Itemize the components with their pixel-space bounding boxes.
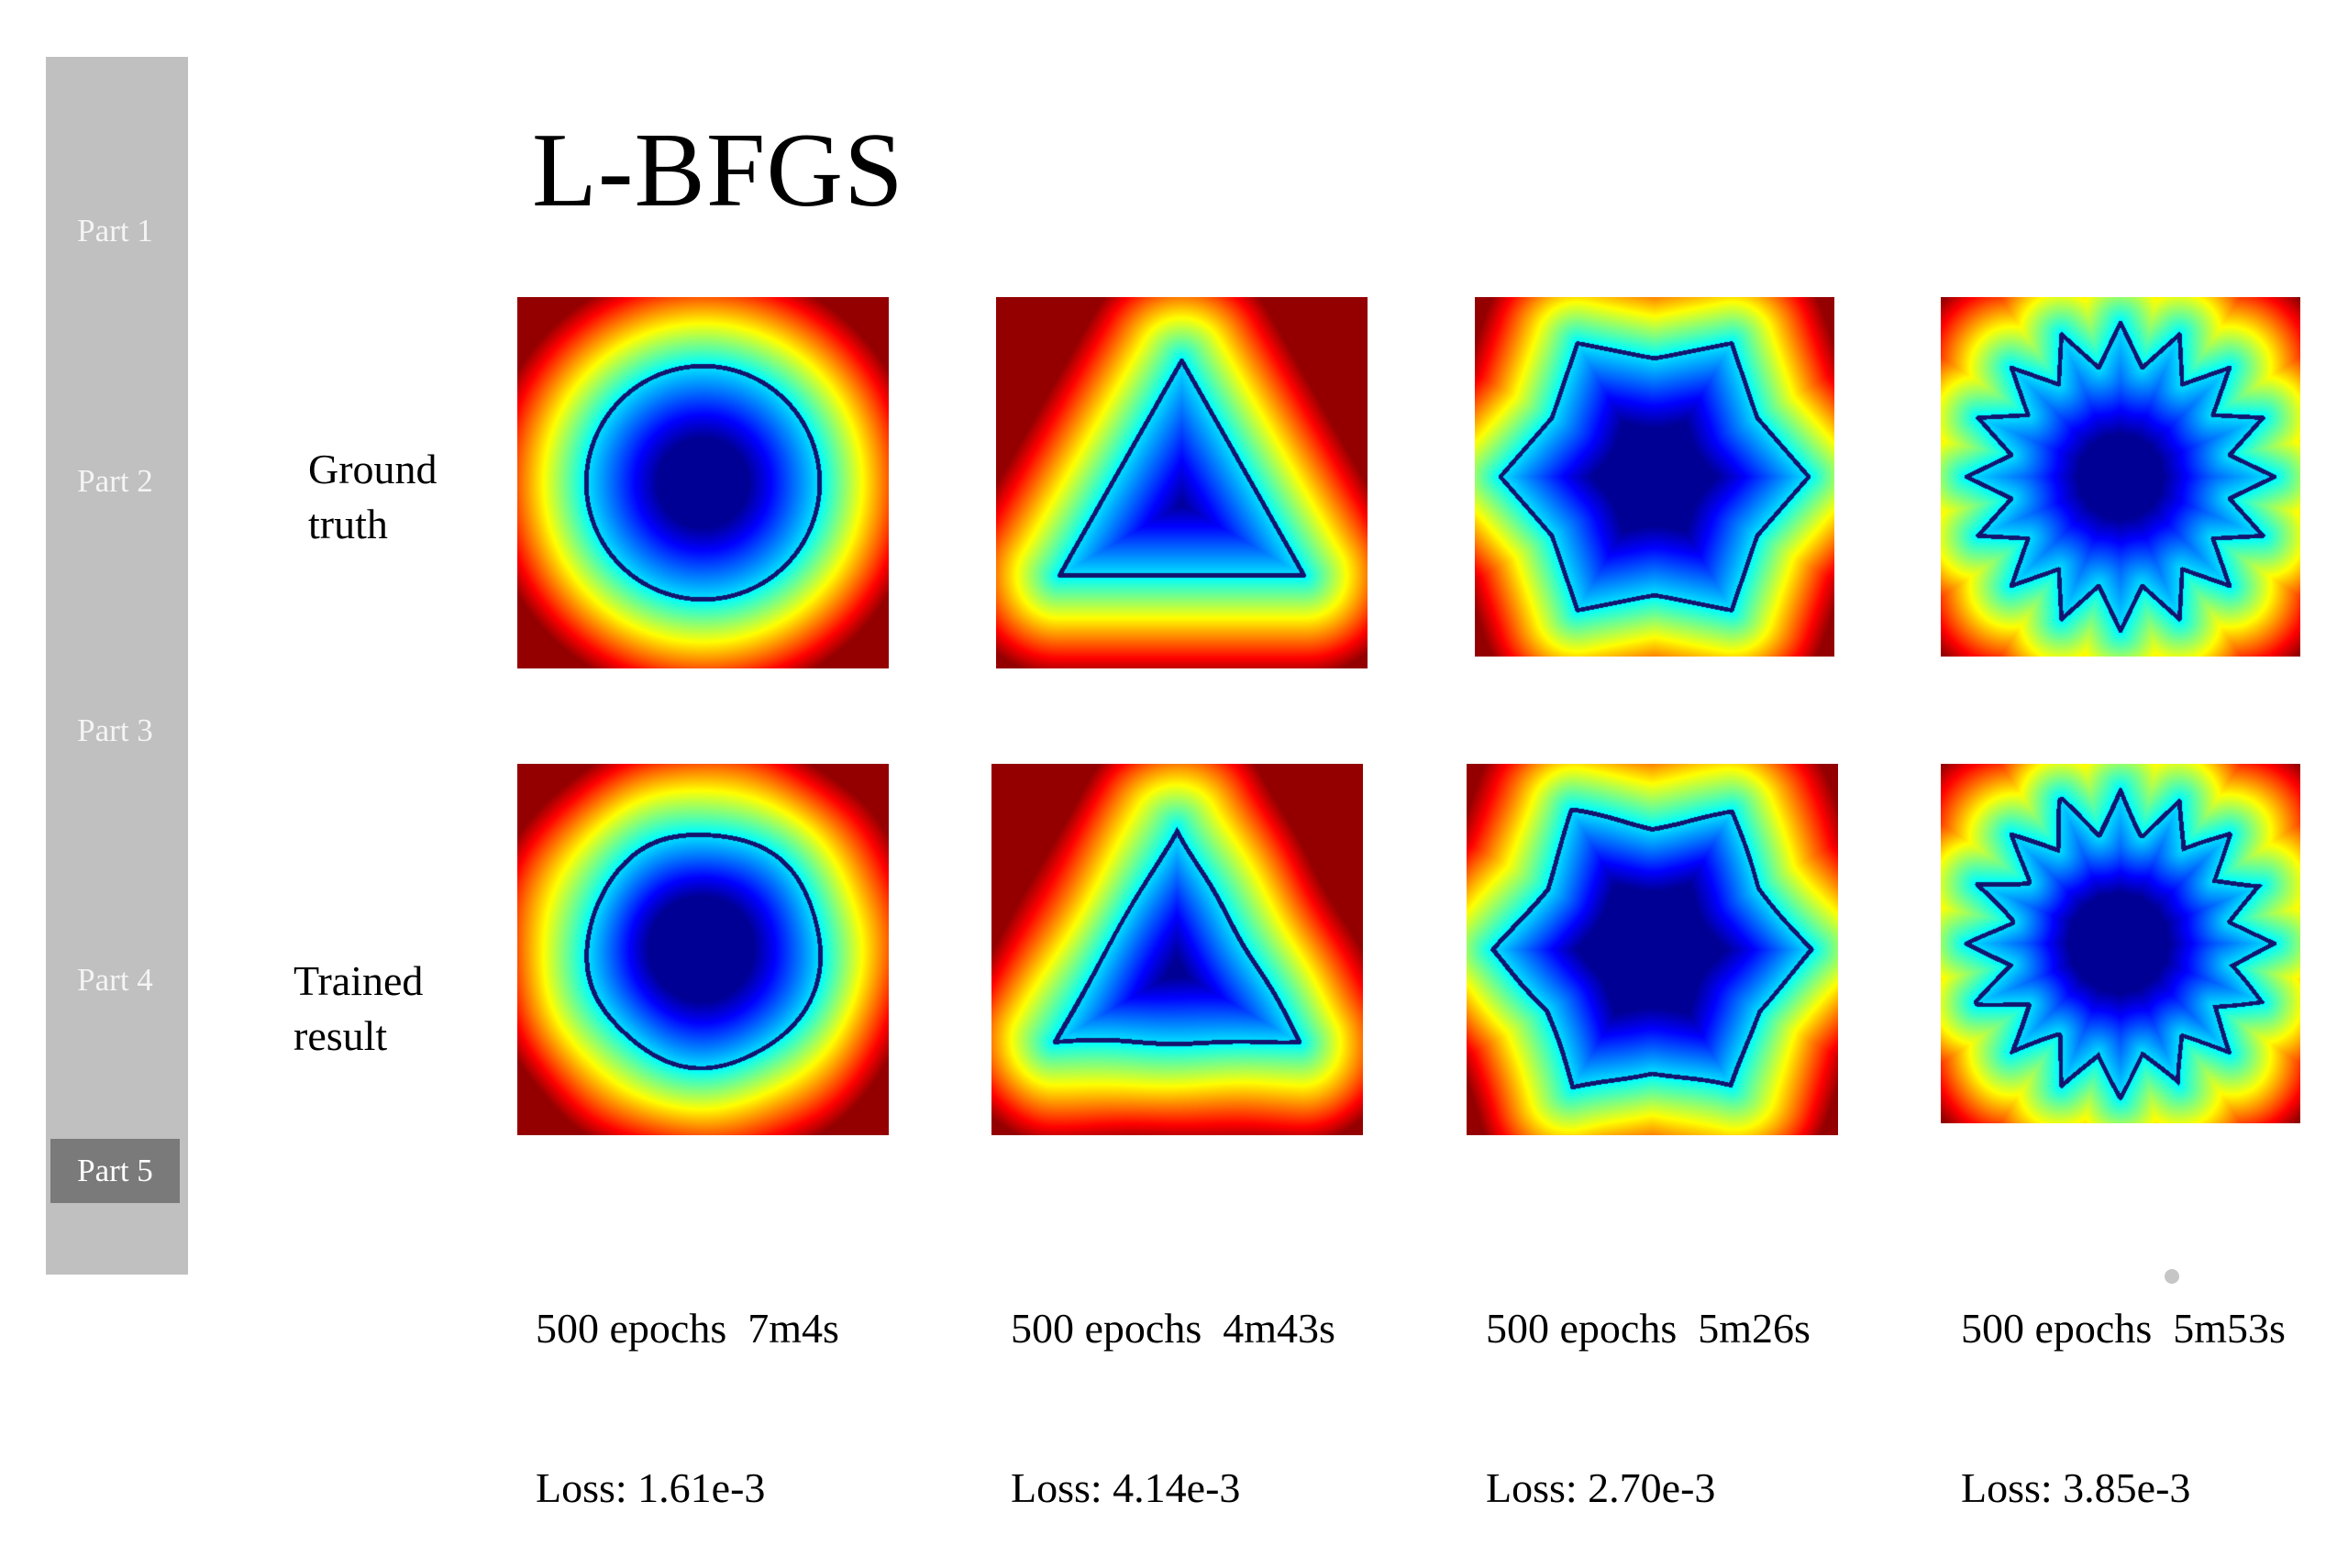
plot-gt-star6 [1475,297,1834,657]
caption-circle-loss: Loss: 1.61e-3 [536,1464,766,1511]
plot-gt-star16 [1941,297,2300,657]
nav-item-part-5[interactable]: Part 5 [50,1139,180,1203]
row-label-trained-result: Trained result [294,954,423,1064]
row-label-ground-truth: Ground truth [308,442,437,552]
caption-star6-epochs: 500 epochs 5m26s [1486,1305,1811,1352]
row-label-trained-result-line-2: result [294,1012,388,1059]
plot-trained-triangle [991,764,1363,1135]
sidebar: Part 1 Part 2 Part 3 Part 4 Part 5 [46,57,188,1275]
caption-star16-loss: Loss: 3.85e-3 [1961,1464,2191,1511]
caption-triangle-loss: Loss: 4.14e-3 [1011,1464,1241,1511]
caption-triangle: 500 epochs 4m43s Loss: 4.14e-3 [1011,1196,1335,1568]
caption-circle-epochs: 500 epochs 7m4s [536,1305,839,1352]
caption-triangle-epochs: 500 epochs 4m43s [1011,1305,1335,1352]
nav-item-part-2[interactable]: Part 2 [77,463,153,499]
row-label-ground-truth-line-1: Ground [308,446,437,492]
caption-star6: 500 epochs 5m26s Loss: 2.70e-3 [1486,1196,1811,1568]
row-label-ground-truth-line-2: truth [308,501,388,547]
plot-gt-circle [517,297,889,668]
caption-star16: 500 epochs 5m53s Loss: 3.85e-3 [1961,1196,2286,1568]
plot-trained-star6 [1467,764,1838,1135]
plot-trained-circle [517,764,889,1135]
pointer-dot [2165,1269,2179,1284]
slide-title: L-BFGS [532,112,904,229]
caption-star6-loss: Loss: 2.70e-3 [1486,1464,1716,1511]
plot-trained-star16 [1941,764,2300,1123]
caption-star16-epochs: 500 epochs 5m53s [1961,1305,2286,1352]
plot-gt-triangle [996,297,1368,668]
caption-circle: 500 epochs 7m4s Loss: 1.61e-3 [536,1196,839,1568]
nav-item-part-1[interactable]: Part 1 [77,213,153,248]
nav-item-part-4[interactable]: Part 4 [77,962,153,998]
nav-item-part-3[interactable]: Part 3 [77,712,153,748]
row-label-trained-result-line-1: Trained [294,957,424,1004]
